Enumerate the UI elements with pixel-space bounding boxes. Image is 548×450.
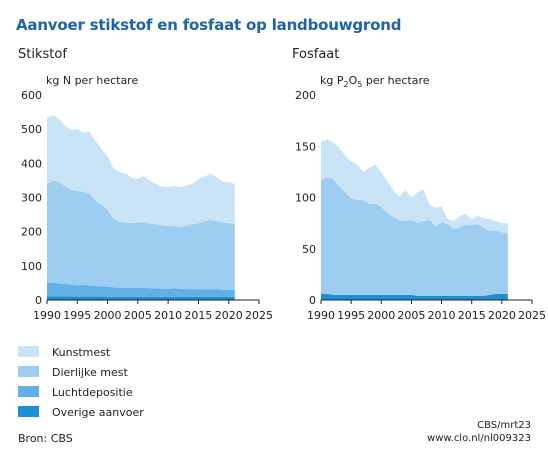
x-tick-label: 2000	[367, 309, 395, 322]
area-dierlijke-mest	[47, 180, 235, 291]
area-kunstmest	[47, 115, 235, 228]
x-tick-label: 2010	[428, 309, 456, 322]
legend-label-dierlijke-mest: Dierlijke mest	[52, 366, 128, 379]
y-tick-label: 600	[21, 89, 42, 102]
y-tick-label: 100	[21, 260, 42, 273]
source-note: Bron: CBS	[18, 432, 73, 445]
y-unit-stikstof: kg N per hectare	[46, 74, 139, 87]
x-tick-label: 2010	[154, 309, 182, 322]
y-tick-label: 500	[21, 123, 42, 136]
legend-swatch-kunstmest	[18, 346, 39, 357]
chart-title-fosfaat: Fosfaat	[292, 47, 340, 62]
area-luchtdepositie	[47, 282, 235, 297]
legend-label-overige-aanvoer: Overige aanvoer	[52, 406, 144, 419]
x-tick-label: 1995	[63, 309, 91, 322]
credit-line-2: www.clo.nl/nl009323	[427, 433, 531, 444]
x-tick-label: 1995	[337, 309, 365, 322]
chart-fosfaat: 1990 1995 2000 2005 2010 2015 2020 2025 0 50 100 15…	[295, 89, 546, 322]
area-kunstmest	[321, 139, 508, 234]
chart-title-stikstof: Stikstof	[18, 47, 67, 62]
y-tick-label: 400	[21, 157, 42, 170]
legend-swatch-dierlijke-mest	[18, 366, 39, 377]
area-overige-aanvoer	[321, 293, 508, 300]
y-tick-label: 150	[295, 140, 316, 153]
legend-swatch-luchtdepositie	[18, 386, 39, 397]
y-tick-label: 300	[21, 192, 42, 205]
x-tick-label: 1990	[307, 309, 335, 322]
y-tick-label: 0	[309, 294, 316, 307]
y-tick-label: 50	[302, 243, 316, 256]
x-tick-label: 2005	[397, 309, 425, 322]
x-tick-label: 2005	[124, 309, 152, 322]
page-title: Aanvoer stikstof en fosfaat op landbouwg…	[16, 16, 402, 34]
x-tick-label: 1990	[33, 309, 61, 322]
legend-label-luchtdepositie: Luchtdepositie	[52, 386, 133, 399]
y-unit-fosfaat: kg P2O5 per hectare	[320, 74, 430, 90]
y-tick-label: 100	[295, 192, 316, 205]
credit-line-1: CBS/mrt23	[477, 420, 531, 431]
y-tick-label: 200	[21, 226, 42, 239]
area-dierlijke-mest	[321, 177, 508, 296]
x-tick-label: 2020	[488, 309, 516, 322]
y-tick-label: 200	[295, 89, 316, 102]
credits: CBS/mrt23 www.clo.nl/nl009323	[427, 419, 531, 445]
x-tick-label: 2000	[94, 309, 122, 322]
chart-stikstof: 1990 1995 2000 2005 2010 2015 2020 2025 0 100 200 3…	[21, 89, 273, 322]
x-tick-label: 2025	[245, 309, 273, 322]
x-tick-label: 2025	[518, 309, 546, 322]
legend-label-kunstmest: Kunstmest	[52, 346, 111, 359]
area-overige-aanvoer	[47, 296, 235, 300]
legend-swatch-overige-aanvoer	[18, 406, 39, 417]
y-tick-label: 0	[35, 294, 42, 307]
x-tick-label: 2015	[458, 309, 486, 322]
x-tick-label: 2015	[184, 309, 212, 322]
x-tick-label: 2020	[215, 309, 243, 322]
